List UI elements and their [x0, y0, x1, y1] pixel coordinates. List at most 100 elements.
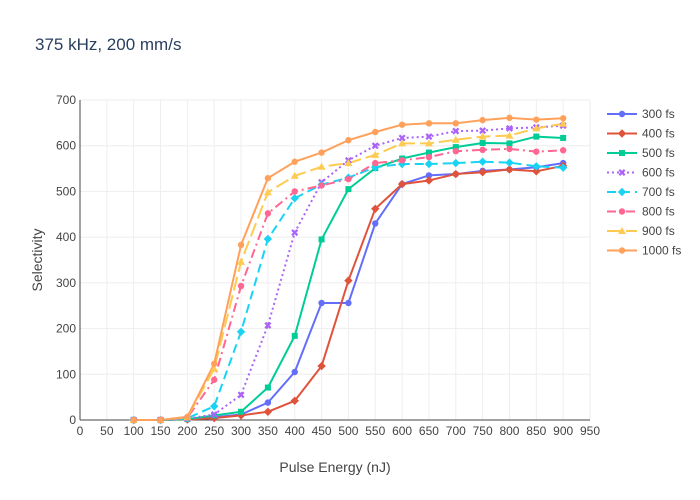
x-tick-label: 100 [124, 424, 144, 438]
x-ticks: 0 50 100 150 200 250 300 350 400 450 500 550 600 650 7… [77, 424, 601, 438]
data-point [533, 148, 540, 155]
data-point [157, 416, 164, 424]
data-point [291, 229, 299, 237]
y-ticks: 0 100 200 300 400 500 600 700 [56, 93, 76, 427]
x-tick-label: 700 [446, 424, 466, 438]
y-tick-label: 200 [56, 322, 76, 336]
legend: 300 fs 400 fs 500 fs 600 fs 700 fs 800 fs 900 … [607, 107, 681, 258]
x-tick-label: 250 [204, 424, 224, 438]
data-point [263, 234, 273, 244]
data-point [451, 135, 460, 143]
legend-label: 800 fs [642, 205, 675, 219]
data-point [452, 144, 459, 151]
grid [79, 99, 591, 421]
data-point [130, 416, 137, 424]
data-point [264, 174, 272, 182]
data-point [371, 150, 380, 158]
data-point [425, 172, 433, 179]
y-tick-label: 600 [56, 139, 76, 153]
data-point [479, 127, 487, 135]
data-point [559, 147, 567, 154]
x-tick-label: 550 [365, 424, 385, 438]
data-point [236, 327, 246, 336]
series-markers [129, 114, 568, 425]
data-point [505, 165, 514, 174]
data-point [560, 134, 567, 141]
data-point [479, 139, 486, 146]
data-point [317, 162, 326, 170]
data-point [397, 179, 407, 189]
data-point [291, 188, 298, 195]
data-point [345, 137, 352, 144]
data-point [452, 120, 459, 127]
y-tick-label: 100 [56, 367, 76, 381]
x-tick-label: 50 [100, 424, 114, 438]
data-point [345, 175, 352, 183]
data-point [533, 116, 540, 123]
data-point [506, 145, 513, 153]
data-point [211, 376, 218, 383]
x-tick-label: 200 [177, 424, 197, 438]
x-tick-label: 400 [285, 424, 305, 438]
data-point [264, 210, 272, 217]
data-point [210, 364, 219, 372]
data-point [372, 220, 379, 227]
data-point [210, 402, 219, 411]
data-point [318, 236, 325, 243]
data-point [317, 361, 326, 371]
x-tick-label: 0 [77, 424, 84, 438]
legend-label: 900 fs [642, 224, 675, 238]
x-tick-label: 800 [499, 424, 519, 438]
legend-marker [618, 110, 626, 118]
data-point [478, 168, 487, 177]
data-point [290, 171, 299, 179]
x-tick-label: 500 [338, 424, 358, 438]
y-axis-title: Selectivity [29, 228, 45, 291]
data-point [424, 139, 433, 147]
chart-title: 375 kHz, 200 mm/s [35, 35, 181, 54]
data-point [505, 124, 513, 132]
y-tick-label: 400 [56, 230, 76, 244]
data-point [372, 128, 379, 136]
y-tick-label: 500 [56, 184, 76, 198]
legend-label: 600 fs [642, 166, 675, 180]
data-point [505, 131, 514, 139]
legend-label: 300 fs [642, 107, 675, 121]
data-point [264, 384, 271, 391]
data-point [425, 133, 433, 141]
data-point [559, 115, 567, 122]
data-point [479, 146, 486, 154]
data-point [264, 321, 272, 329]
data-point [505, 158, 514, 167]
data-point [371, 142, 379, 150]
legend-marker [618, 227, 626, 234]
legend-label: 700 fs [642, 185, 675, 199]
data-point [425, 120, 433, 127]
x-tick-label: 850 [526, 424, 546, 438]
data-point [398, 139, 407, 147]
data-point [290, 194, 299, 203]
data-point [532, 162, 541, 171]
legend-marker [618, 247, 626, 254]
legend-marker [619, 150, 625, 156]
x-tick-label: 600 [392, 424, 412, 438]
data-point [291, 368, 298, 376]
y-tick-label: 300 [56, 276, 76, 290]
legend-marker [618, 208, 626, 215]
data-point [451, 158, 460, 168]
y-tick-label: 0 [69, 413, 76, 427]
data-point [452, 127, 460, 135]
data-point [291, 332, 298, 339]
data-point [452, 148, 459, 155]
data-point [237, 257, 246, 265]
data-point [559, 119, 568, 127]
data-point [424, 159, 434, 169]
data-point [344, 159, 353, 167]
data-point [532, 124, 541, 132]
data-point [533, 133, 540, 140]
x-tick-label: 350 [258, 424, 278, 438]
x-tick-label: 450 [312, 424, 332, 438]
x-tick-label: 150 [151, 424, 171, 438]
data-point [237, 241, 245, 249]
data-point [237, 282, 245, 290]
